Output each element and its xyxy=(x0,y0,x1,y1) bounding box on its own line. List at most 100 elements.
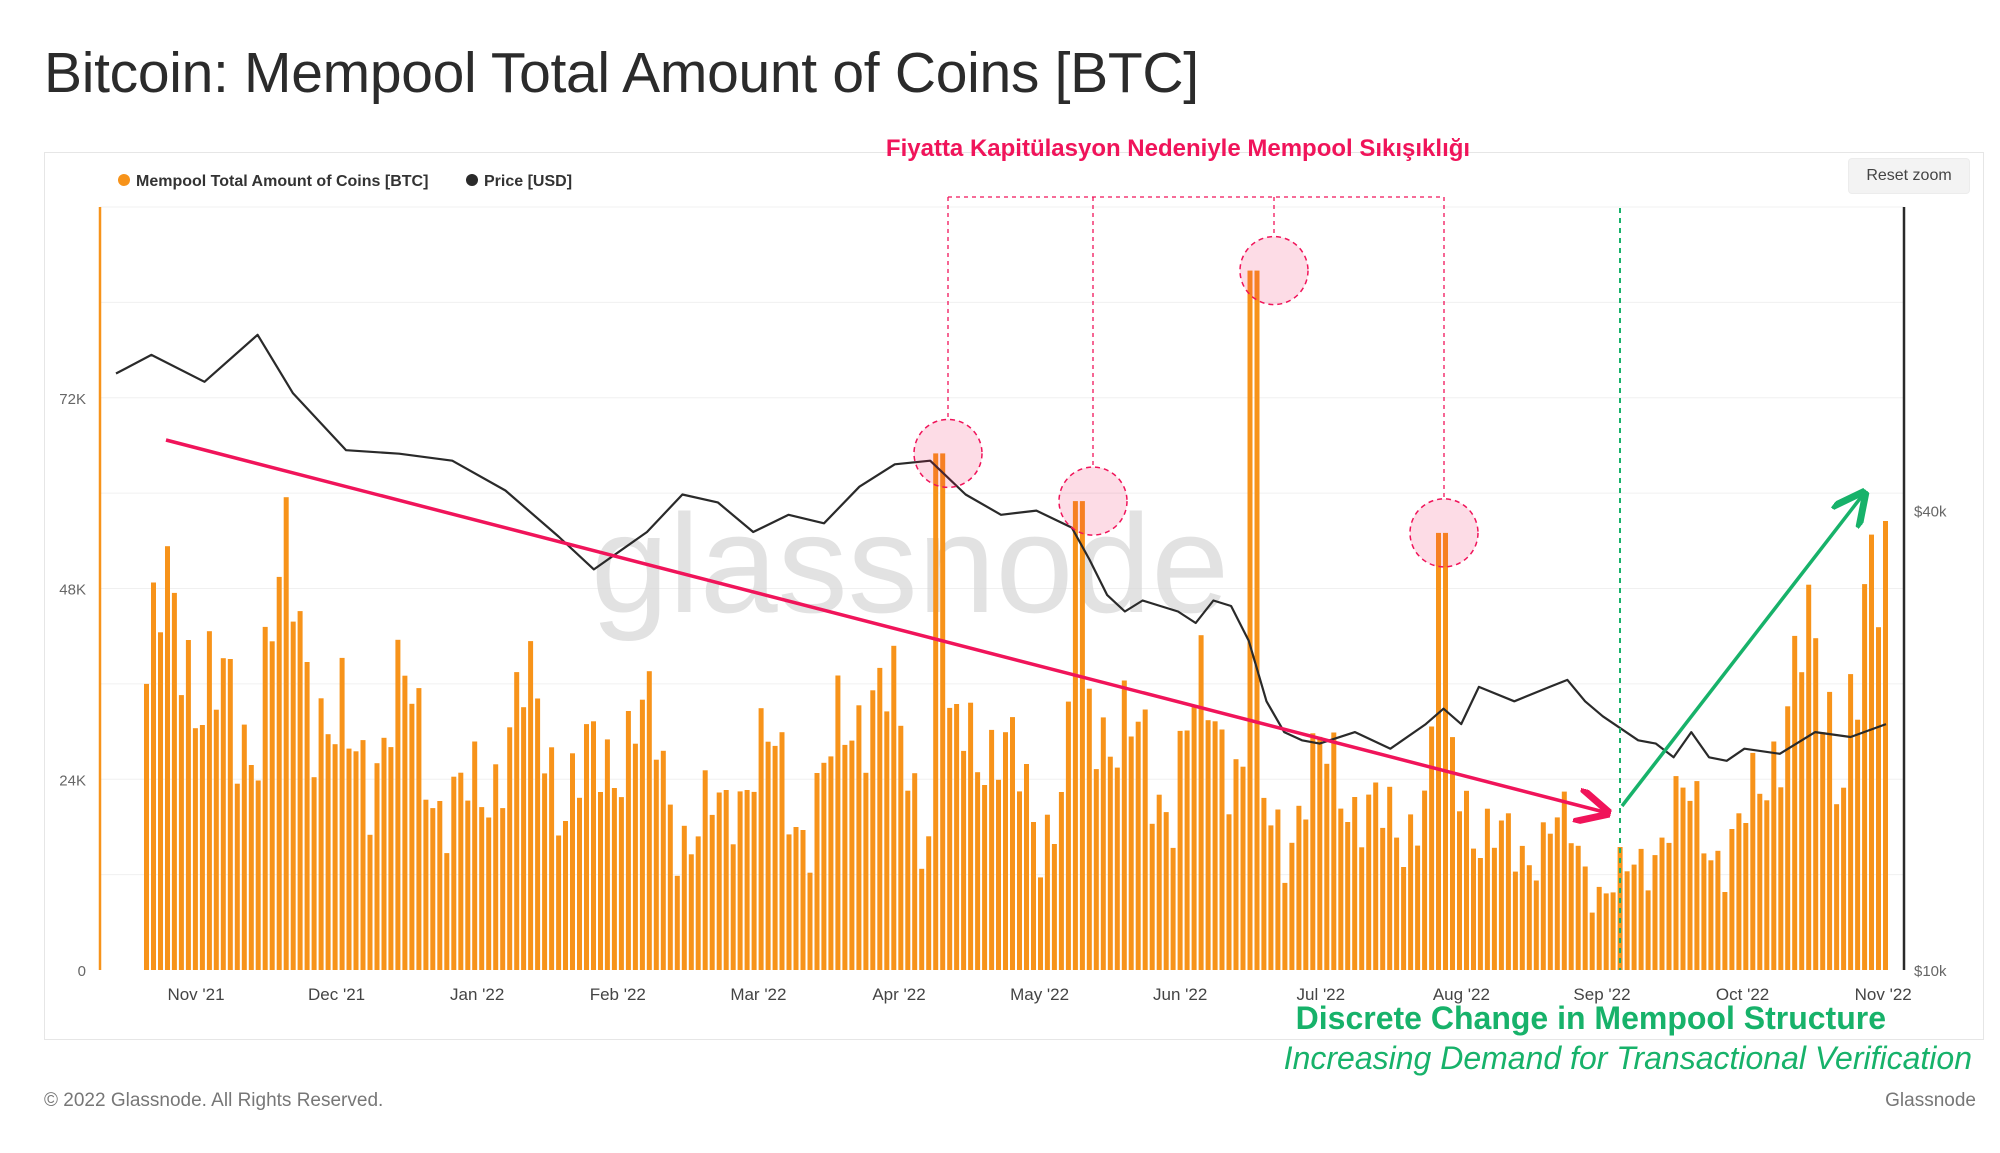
mempool-bar xyxy=(234,783,240,970)
mempool-bar xyxy=(793,827,799,970)
mempool-bar xyxy=(151,582,156,970)
mempool-bar xyxy=(1477,858,1483,970)
mempool-bar xyxy=(674,875,680,970)
mempool-bar xyxy=(1471,848,1476,970)
mempool-bar xyxy=(1785,706,1791,970)
price-layer xyxy=(115,333,1887,762)
mempool-bar xyxy=(1086,688,1092,970)
mempool-bar xyxy=(1289,842,1295,970)
mempool-bar xyxy=(1778,787,1784,970)
mempool-bar xyxy=(1226,814,1232,970)
mempool-bar xyxy=(388,747,394,970)
mempool-bar xyxy=(1205,720,1211,970)
legend-price-label[interactable]: Price [USD] xyxy=(484,173,572,190)
mempool-bar xyxy=(1680,787,1686,970)
mempool-bar xyxy=(1114,767,1120,970)
mempool-bar xyxy=(1687,800,1693,970)
mempool-bar xyxy=(779,732,785,970)
mempool-bar xyxy=(856,705,862,970)
mempool-bar xyxy=(1589,912,1595,970)
mempool-bar xyxy=(611,788,617,970)
mempool-bar xyxy=(353,751,359,970)
capitulation-label: Fiyatta Kapitülasyon Nedeniyle Mempool S… xyxy=(886,135,1470,162)
mempool-bar xyxy=(716,792,722,970)
mempool-bar xyxy=(451,776,457,970)
mempool-bar xyxy=(311,777,317,970)
mempool-bar xyxy=(1876,627,1881,970)
mempool-bar xyxy=(507,727,513,970)
mempool-bar xyxy=(1533,880,1539,970)
mempool-bar xyxy=(1317,736,1323,970)
peak-circle xyxy=(1239,235,1309,306)
mempool-bar xyxy=(1024,764,1029,970)
bars-layer xyxy=(144,270,1888,971)
mempool-bar xyxy=(577,797,582,970)
legend-mempool-label[interactable]: Mempool Total Amount of Coins [BTC] xyxy=(136,173,428,190)
mempool-bar xyxy=(1799,672,1805,970)
legend-mempool-marker[interactable] xyxy=(118,174,130,186)
mempool-bar xyxy=(1715,850,1721,970)
mempool-bar xyxy=(248,765,254,970)
mempool-bar xyxy=(765,741,771,970)
mempool-bar xyxy=(227,659,233,970)
mempool-bar xyxy=(1554,817,1560,970)
mempool-bar xyxy=(863,772,869,970)
mempool-bar xyxy=(1610,892,1616,970)
mempool-bar xyxy=(1491,847,1497,970)
legend-price-marker[interactable] xyxy=(466,174,478,186)
mempool-bar xyxy=(695,836,701,970)
mempool-bar xyxy=(1792,635,1798,970)
mempool-bar xyxy=(1233,759,1239,970)
mempool-bar xyxy=(884,711,890,970)
mempool-bar xyxy=(1352,797,1358,970)
mempool-bar xyxy=(912,773,918,970)
mempool-bar xyxy=(1862,584,1868,970)
mempool-bar xyxy=(1743,823,1749,970)
mempool-bar xyxy=(158,632,163,970)
mempool-bar xyxy=(709,814,715,970)
mempool-bar xyxy=(1484,808,1490,970)
mempool-bar xyxy=(961,750,967,970)
mempool-bar xyxy=(1219,729,1225,970)
mempool-bar xyxy=(723,790,729,970)
mempool-bar xyxy=(171,592,177,970)
mempool-bar xyxy=(563,821,568,970)
mempool-bar xyxy=(1429,726,1435,970)
mempool-bar xyxy=(1366,794,1372,970)
mempool-bar xyxy=(989,729,995,970)
mempool-bar xyxy=(653,759,659,970)
mempool-bar xyxy=(262,626,268,970)
mempool-bar xyxy=(1079,501,1085,970)
mempool-bar xyxy=(220,658,226,970)
mempool-bar xyxy=(1247,270,1253,971)
mempool-bar xyxy=(318,698,324,970)
mempool-bar xyxy=(947,707,953,970)
mempool-bar xyxy=(423,799,429,970)
mempool-bar xyxy=(1303,819,1309,970)
mempool-bar xyxy=(290,621,296,970)
demand-note: Increasing Demand for Transactional Veri… xyxy=(1283,1040,1972,1076)
mempool-bar xyxy=(1128,736,1134,970)
mempool-bar xyxy=(255,780,261,970)
x-tick-label: May '22 xyxy=(1010,985,1069,1004)
mempool-bar xyxy=(1883,521,1888,970)
mempool-bar xyxy=(1827,691,1833,970)
mempool-bar xyxy=(1869,534,1874,970)
mempool-bar xyxy=(667,804,673,970)
mempool-bar xyxy=(591,721,596,970)
x-tick-label: Apr '22 xyxy=(872,985,925,1004)
mempool-bar xyxy=(1547,833,1553,970)
reset-zoom-button[interactable]: Reset zoom xyxy=(1848,158,1970,194)
mempool-bar xyxy=(367,834,373,970)
mempool-bar xyxy=(737,791,743,970)
mempool-bar xyxy=(968,702,974,970)
mempool-bar xyxy=(1561,791,1567,970)
mempool-bar xyxy=(1156,794,1162,970)
mempool-bar xyxy=(1003,732,1008,970)
mempool-bar xyxy=(849,740,855,970)
mempool-bar xyxy=(1457,811,1462,970)
mempool-bar xyxy=(1666,842,1672,970)
mempool-bar xyxy=(1750,752,1756,970)
footer-copyright: © 2022 Glassnode. All Rights Reserved. xyxy=(44,1090,384,1111)
mempool-bar xyxy=(1044,814,1050,970)
